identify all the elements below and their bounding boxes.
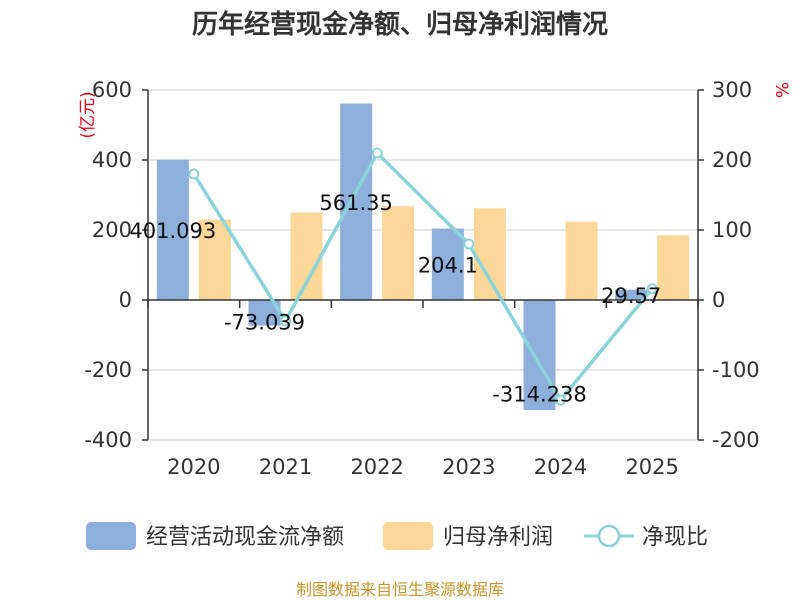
chart-title: 历年经营现金净额、归母净利润情况	[192, 9, 608, 40]
ratio-point	[555, 394, 566, 406]
net-profit-bar	[198, 219, 231, 300]
x-tick-label: 2020	[167, 455, 220, 479]
source-note: 制图数据来自恒生聚源数据库	[296, 580, 504, 599]
cash-flow-data-label: 561.35	[319, 191, 392, 215]
ratio-point	[371, 147, 383, 159]
cash-flow-bar	[431, 228, 464, 300]
left-tick-label: 400	[92, 148, 132, 172]
legend-swatch-net-profit	[383, 522, 433, 550]
right-tick-label: -100	[712, 358, 760, 382]
right-tick-label: -200	[712, 428, 760, 452]
net-profit-bar	[473, 208, 506, 300]
cash-flow-data-label: 204.1	[418, 253, 478, 277]
legend-label-net-profit: 归母净利润	[443, 525, 553, 550]
right-tick-label: 300	[712, 78, 752, 102]
right-tick-label: 200	[712, 148, 752, 172]
legend-swatch-ratio-marker	[597, 524, 621, 548]
legend-swatch-cash-flow	[86, 522, 136, 550]
net-profit-bar	[565, 221, 598, 300]
ratio-line-path	[192, 150, 654, 404]
left-axis-unit: (亿元)	[78, 91, 98, 138]
cash-flow-data-label: 401.093	[129, 219, 216, 243]
left-tick-label: -200	[84, 358, 132, 382]
axes: -400 -200 0 200 400 600 -200 -100 0 100 200 300 2020…	[84, 78, 759, 479]
net-profit-bar	[657, 235, 690, 300]
data-labels: 401.093 -73.039 561.35 204.1 -314.238 29.57	[129, 191, 661, 407]
legend-label-cash-flow: 经营活动现金流净额	[146, 525, 344, 550]
right-tick-label: 0	[712, 288, 725, 312]
cash-flow-bar	[523, 300, 556, 410]
x-tick-label: 2025	[625, 455, 678, 479]
net-profit-bar	[382, 206, 415, 300]
left-tick-label: -400	[84, 428, 132, 452]
left-tick-label: 600	[92, 78, 132, 102]
x-tick-label: 2023	[442, 455, 495, 479]
right-axis-unit: %	[771, 82, 791, 98]
ratio-point	[280, 315, 291, 327]
legend: 经营活动现金流净额 归母净利润 净现比	[86, 522, 708, 550]
left-tick-label: 0	[119, 288, 132, 312]
cash-flow-data-label: -314.238	[492, 382, 586, 406]
ratio-point	[646, 283, 658, 295]
cash-flow-bar	[156, 159, 189, 300]
x-tick-label: 2024	[534, 455, 587, 479]
cash-flow-data-label: -73.039	[224, 311, 305, 335]
left-tick-label: 200	[92, 218, 132, 242]
x-tick-label: 2022	[350, 455, 403, 479]
ratio-line	[188, 147, 658, 406]
net-profit-bar	[290, 212, 323, 300]
cash-flow-bar	[615, 289, 648, 300]
ratio-point	[188, 168, 200, 180]
legend-label-ratio: 净现比	[642, 525, 708, 550]
cash-flow-data-label: 29.57	[601, 284, 661, 308]
right-tick-label: 100	[712, 218, 752, 242]
cash-flow-bar	[340, 103, 373, 300]
ratio-point	[463, 238, 475, 250]
bars	[156, 103, 690, 410]
x-tick-label: 2021	[259, 455, 312, 479]
